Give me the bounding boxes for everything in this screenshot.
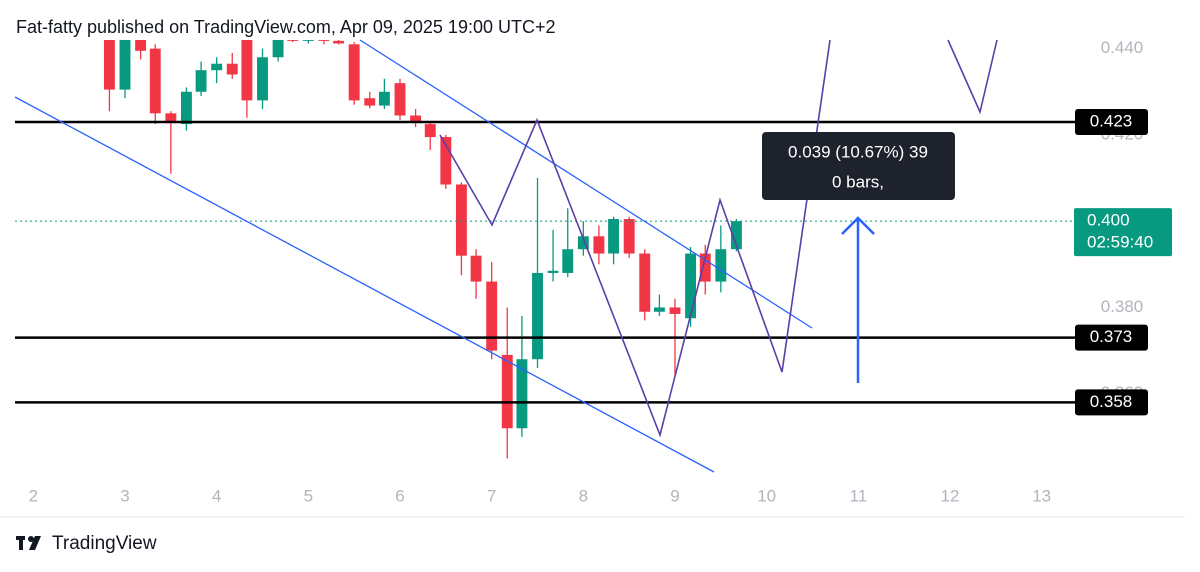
- tooltip-line: 0 bars,: [832, 172, 884, 191]
- last-price-label: 0.400: [1087, 211, 1130, 230]
- x-tick-label: 11: [850, 486, 868, 505]
- candle-body: [394, 83, 406, 116]
- x-tick-label: 3: [120, 486, 129, 505]
- logo: [16, 536, 41, 550]
- x-tick-label: 7: [487, 486, 496, 505]
- candle-body: [685, 253, 697, 319]
- level-label: 0.358: [1090, 392, 1133, 411]
- last-price-badge: [1074, 208, 1172, 257]
- y-tick-label: 0.380: [1101, 297, 1144, 316]
- candle-body: [532, 272, 543, 360]
- candle-body: [639, 253, 651, 312]
- x-tick-label: 8: [579, 486, 588, 505]
- x-tick-label: 9: [670, 486, 679, 505]
- header: Fat-fatty published on TradingView.com, …: [16, 17, 556, 37]
- candle-body: [135, 40, 147, 51]
- measure-arrow-head: [841, 216, 875, 235]
- candle-body: [501, 354, 513, 429]
- x-tick-label: 4: [212, 486, 221, 505]
- candle-body: [195, 70, 207, 92]
- level-label: 0.373: [1090, 327, 1133, 346]
- projection-path: [439, 39, 831, 438]
- candle-body: [440, 137, 452, 185]
- candle-body: [608, 219, 620, 254]
- x-tick-label: 13: [1032, 486, 1051, 505]
- candle-body: [119, 40, 131, 90]
- candle-body: [653, 307, 665, 312]
- candle-body: [180, 91, 192, 125]
- candle-body: [410, 115, 422, 122]
- tooltip-line: 0.039 (10.67%) 39: [788, 142, 928, 161]
- footer-brand: TradingView: [52, 533, 157, 554]
- candle-body: [165, 113, 177, 122]
- candle-body: [378, 91, 390, 106]
- x-tick-label: 5: [304, 486, 313, 505]
- level-badge: [1075, 324, 1148, 351]
- candle-body: [272, 40, 284, 58]
- x-tick-label: 10: [757, 486, 776, 505]
- candle-body: [318, 40, 330, 41]
- candle-body: [333, 40, 345, 44]
- candle-body: [364, 98, 376, 106]
- candle-body: [149, 48, 161, 114]
- candle-body: [424, 124, 436, 138]
- candle-body: [699, 253, 711, 282]
- x-tick-label: 12: [941, 486, 960, 505]
- candle-body: [547, 270, 559, 273]
- candle-body: [241, 40, 253, 101]
- level-badge: [1075, 389, 1148, 416]
- candle-body: [593, 236, 605, 254]
- level-badge: [1075, 108, 1148, 135]
- candle-body: [257, 57, 268, 101]
- candle-body: [103, 40, 115, 90]
- candle-body: [302, 40, 314, 41]
- candle-body: [486, 281, 498, 351]
- projection-path: [947, 39, 998, 115]
- candle-body: [455, 184, 467, 256]
- x-tick-label: 6: [395, 486, 404, 505]
- price-badges: 0.423 0.373 0.358 0.400 02:59:40: [1074, 108, 1172, 416]
- candle-body: [211, 63, 223, 71]
- candle-body: [470, 255, 482, 282]
- candle-body: [577, 236, 589, 250]
- candles: [103, 40, 742, 459]
- channel-lower: [14, 96, 715, 473]
- level-label: 0.423: [1090, 111, 1133, 130]
- candle-body: [715, 249, 727, 282]
- candle-body: [516, 359, 528, 429]
- candle-body: [562, 249, 574, 273]
- x-tick-label: 2: [29, 486, 38, 505]
- candle-body: [226, 63, 238, 75]
- candle-body: [669, 307, 681, 314]
- countdown: 02:59:40: [1087, 233, 1153, 252]
- channel-upper: [359, 39, 813, 329]
- candle-body: [623, 219, 635, 254]
- candle-body: [287, 40, 299, 41]
- candle-body: [348, 44, 360, 101]
- candle-body: [730, 221, 742, 250]
- y-tick-label: 0.440: [1101, 38, 1144, 57]
- tooltip: [762, 132, 955, 200]
